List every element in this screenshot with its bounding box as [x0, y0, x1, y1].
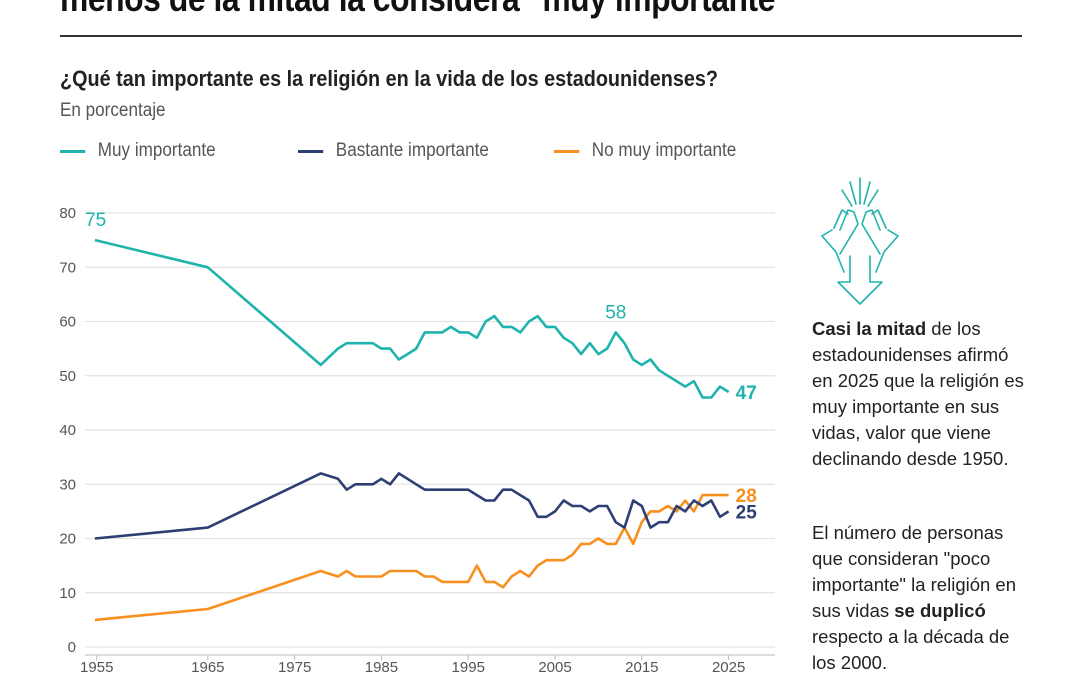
series-line-muy — [95, 240, 729, 397]
x-tick-label: 1975 — [278, 659, 311, 675]
side-note-2: El número de personas que consideran "po… — [812, 520, 1032, 676]
y-tick-label: 10 — [59, 585, 76, 602]
y-tick-label: 70 — [59, 259, 76, 276]
x-tick-label: 1955 — [80, 659, 113, 675]
y-tick-label: 80 — [59, 205, 76, 222]
y-tick-label: 40 — [59, 422, 76, 439]
y-tick-label: 60 — [59, 314, 76, 331]
y-tick-label: 50 — [59, 368, 76, 385]
x-tick-label: 2005 — [538, 659, 571, 675]
x-tick-label: 1965 — [191, 659, 224, 675]
data-label-bastante: 25 — [736, 502, 758, 523]
x-tick-label: 1985 — [365, 659, 398, 675]
y-tick-label: 30 — [59, 476, 76, 493]
series-line-bastante — [95, 473, 729, 538]
x-tick-label: 1995 — [452, 659, 485, 675]
data-label-muy: 58 — [605, 302, 626, 323]
side-note-1: Casi la mitad de los estadounidenses afi… — [812, 316, 1032, 472]
series-line-no_muy — [95, 495, 729, 620]
x-tick-label: 2025 — [712, 659, 745, 675]
y-tick-label: 20 — [59, 531, 76, 548]
side-note-2-bold: se duplicó — [894, 600, 986, 621]
x-tick-label: 2015 — [625, 659, 658, 675]
hands-clapping-down-arrow-icon — [812, 172, 908, 312]
data-label-muy: 47 — [736, 383, 757, 404]
side-note-2-end: respecto a la década de los 2000. — [812, 626, 1009, 673]
side-note-1-bold: Casi la mitad — [812, 318, 926, 339]
side-note-1-text: de los estadounidenses afirmó en 2025 qu… — [812, 318, 1024, 469]
data-label-muy: 75 — [85, 210, 106, 231]
y-tick-label: 0 — [68, 639, 76, 656]
